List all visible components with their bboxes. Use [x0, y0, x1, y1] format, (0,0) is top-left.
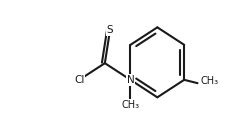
Text: CH₃: CH₃ — [121, 100, 139, 110]
Text: Cl: Cl — [74, 75, 84, 85]
Text: N: N — [126, 75, 134, 85]
Text: CH₃: CH₃ — [200, 77, 218, 87]
Text: S: S — [106, 25, 113, 35]
